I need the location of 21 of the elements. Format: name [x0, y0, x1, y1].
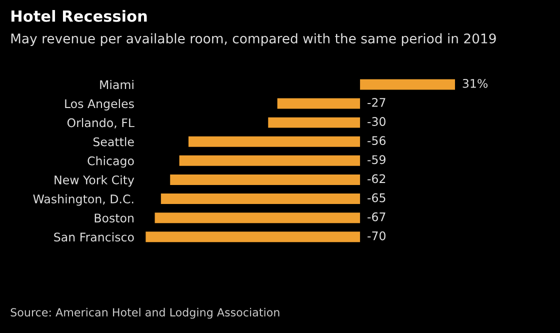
y-tick-label: Washington, D.C.: [33, 194, 134, 206]
chart-title: Hotel Recession: [11, 10, 147, 22]
y-tick-label: San Francisco: [54, 232, 134, 242]
data-label: -70: [368, 231, 386, 240]
data-label: -59: [368, 155, 386, 164]
data-label: -56: [368, 136, 386, 146]
y-tick-label: Miami: [100, 80, 134, 90]
data-label: -62: [368, 174, 386, 184]
y-tick-label: Boston: [94, 214, 134, 222]
y-tick-label: Los Angeles: [65, 99, 134, 110]
data-label: -67: [368, 212, 386, 222]
source-note: Source: American Hotel and Lodging Association: [10, 308, 280, 319]
data-label: 31%: [462, 78, 488, 88]
chart-subtitle: May revenue per available room, compared with the same period in 2019: [11, 33, 496, 46]
y-tick-label: Orlando, FL: [67, 118, 134, 128]
y-tick-label: Chicago: [88, 156, 134, 168]
data-label: -27: [368, 98, 386, 107]
y-tick-label: Seattle: [93, 137, 134, 146]
data-label: -30: [368, 117, 386, 126]
y-tick-label: New York City: [54, 175, 134, 187]
data-label: -65: [368, 193, 386, 202]
